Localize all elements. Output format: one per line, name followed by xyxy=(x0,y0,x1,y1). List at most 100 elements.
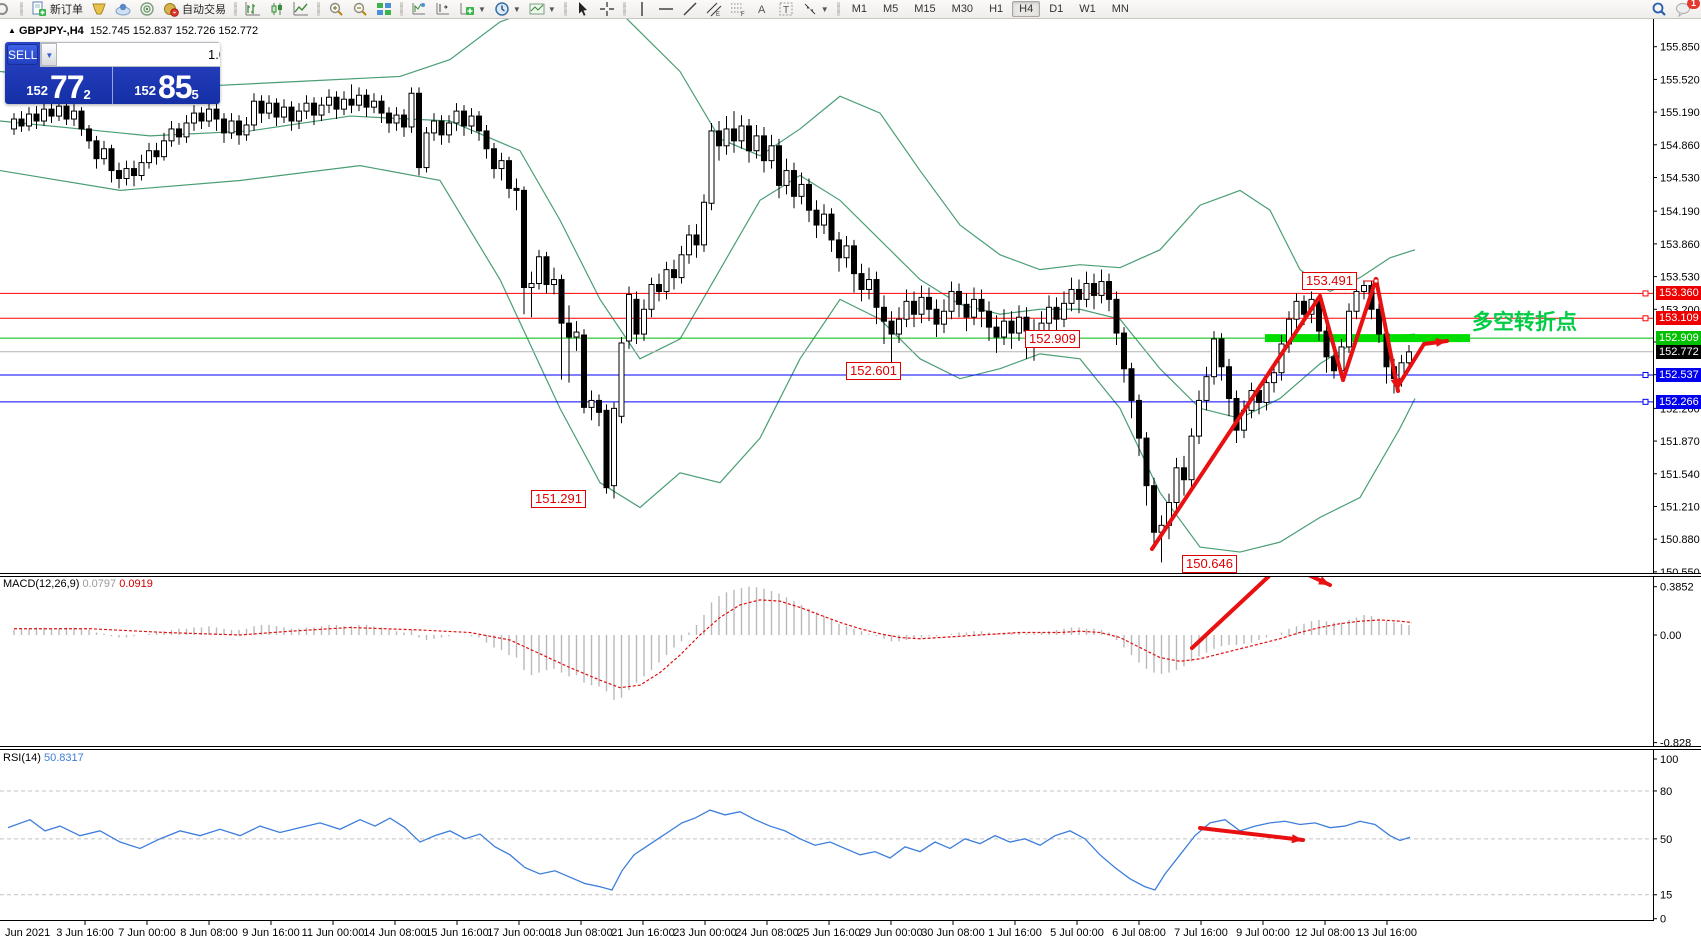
low-value: 152.726 xyxy=(175,25,216,37)
data-window-button[interactable] xyxy=(407,1,431,18)
template-icon xyxy=(529,3,545,15)
green-turning-zone[interactable] xyxy=(1265,334,1470,343)
price-callout-150.646[interactable]: 150.646 xyxy=(1182,555,1237,573)
bollinger-lower xyxy=(0,164,1416,553)
add-indicator-button[interactable]: ▼ xyxy=(455,1,490,18)
direction-up-icon: ▲ xyxy=(8,26,16,35)
timeframe-button-m15[interactable]: M15 xyxy=(914,3,936,15)
auto-trading-button[interactable]: 自动交易 xyxy=(159,1,230,18)
time-label: 30 Jun 08:00 xyxy=(921,927,985,939)
timeframe-button-h1[interactable]: H1 xyxy=(989,3,1004,15)
svg-text:0.00: 0.00 xyxy=(1660,630,1681,642)
time-label: 25 Jun 16:00 xyxy=(797,927,861,939)
timeframe-button-h4[interactable]: H4 xyxy=(1012,1,1041,17)
channel-tool-button[interactable]: E xyxy=(702,1,726,18)
styler-button[interactable] xyxy=(87,1,111,18)
search-button[interactable] xyxy=(1647,1,1671,18)
time-label: 13 Jul 16:00 xyxy=(1357,927,1417,939)
time-label: 9 Jul 00:00 xyxy=(1236,927,1290,939)
toolbar-separator xyxy=(400,2,403,16)
volume-stepper: ▼ ▲ xyxy=(40,42,220,67)
high-value: 152.837 xyxy=(132,25,173,37)
candle-chart-button[interactable] xyxy=(265,1,289,18)
time-label: 14 Jun 08:00 xyxy=(363,927,427,939)
price-callout-151.291[interactable]: 151.291 xyxy=(531,490,586,508)
timeframe-button-m5[interactable]: M5 xyxy=(882,3,899,15)
toolbar-separator xyxy=(317,2,320,16)
svg-text:15: 15 xyxy=(1660,890,1672,902)
fibonacci-tool-button[interactable]: F xyxy=(726,1,750,18)
sell-button[interactable]: SELL xyxy=(7,44,39,65)
svg-text:150.880: 150.880 xyxy=(1660,534,1700,546)
timeframe-button-d1[interactable]: D1 xyxy=(1049,3,1064,15)
price-axis-badge-153.109: 153.109 xyxy=(1656,311,1701,326)
chart-shift-button[interactable] xyxy=(431,1,455,18)
zoom-out-button[interactable] xyxy=(348,1,372,18)
price-axis-badge-152.266: 152.266 xyxy=(1656,394,1701,409)
bar-chart-button[interactable] xyxy=(241,1,265,18)
template-button[interactable]: ▼ xyxy=(525,1,560,18)
main-pane xyxy=(0,19,1653,563)
rsi-pane xyxy=(0,790,1653,896)
sell-price-sup: 2 xyxy=(83,87,91,102)
crosshair-tool-button[interactable] xyxy=(595,1,619,18)
bollinger-upper xyxy=(0,19,1416,293)
svg-text:155.850: 155.850 xyxy=(1660,42,1700,54)
volume-input[interactable] xyxy=(57,43,220,66)
macd-pane xyxy=(13,563,1413,701)
svg-text:155.520: 155.520 xyxy=(1660,74,1700,86)
line-chart-button[interactable] xyxy=(289,1,313,18)
timeframe-button-m1[interactable]: M1 xyxy=(851,3,867,15)
text-tool-button[interactable]: A xyxy=(750,1,774,18)
signals-button[interactable] xyxy=(135,1,159,18)
partial-magnifier-icon[interactable] xyxy=(0,1,16,17)
sell-price[interactable]: 152 77 2 xyxy=(5,67,113,104)
fibonacci-icon: F xyxy=(730,3,745,17)
svg-text:151.540: 151.540 xyxy=(1660,469,1700,481)
price-callout-152.601[interactable]: 152.601 xyxy=(846,362,901,380)
pane-divider[interactable] xyxy=(0,746,1701,750)
notifications-button[interactable]: 1 xyxy=(1671,0,1700,18)
timeframe-button-mn[interactable]: MN xyxy=(1111,3,1129,15)
pane-divider[interactable] xyxy=(0,573,1701,577)
arrows-tool-button[interactable]: ▼ xyxy=(798,1,833,18)
timeframe-button-w1[interactable]: W1 xyxy=(1079,3,1096,15)
zoom-out-icon xyxy=(353,2,367,16)
time-label: 12 Jul 08:00 xyxy=(1295,927,1355,939)
hline-handle xyxy=(1642,398,1649,405)
data-window-icon xyxy=(412,3,425,15)
volume-decrease-button[interactable]: ▼ xyxy=(41,43,58,66)
time-label: 15 Jun 16:00 xyxy=(425,927,489,939)
zoom-in-button[interactable] xyxy=(324,1,348,18)
text-icon: A xyxy=(758,4,766,16)
trendline-tool-button[interactable] xyxy=(678,1,702,18)
buy-price-big: 85 xyxy=(157,69,193,104)
price-axis-badge-153.360: 153.360 xyxy=(1656,286,1701,301)
community-button[interactable] xyxy=(111,1,135,18)
time-label: 11 Jun 00:00 xyxy=(302,927,365,939)
price-callout-152.909[interactable]: 152.909 xyxy=(1025,330,1080,348)
timeframe-button-m30[interactable]: M30 xyxy=(951,3,974,15)
turning-point-annotation[interactable]: 多空转折点 xyxy=(1472,311,1577,334)
buy-price[interactable]: 152 85 5 xyxy=(113,67,220,104)
cursor-tool-button[interactable] xyxy=(571,1,595,18)
chart-shift-icon xyxy=(436,3,449,15)
notification-badge: 1 xyxy=(1686,0,1700,9)
rsi-red-arrow[interactable] xyxy=(1198,826,1305,842)
hline-tool-button[interactable] xyxy=(654,1,678,18)
vline-tool-button[interactable] xyxy=(630,1,654,18)
new-order-button[interactable]: 新订单 xyxy=(27,1,87,18)
period-button[interactable]: ▼ xyxy=(490,1,525,18)
funnel-icon xyxy=(92,3,106,15)
price-callout-153.491[interactable]: 153.491 xyxy=(1302,272,1357,290)
svg-text:0: 0 xyxy=(1660,914,1666,926)
add-indicator-icon xyxy=(460,3,474,15)
auto-trading-label: 自动交易 xyxy=(182,4,226,16)
label-tool-button[interactable]: T xyxy=(774,1,798,18)
tile-windows-button[interactable] xyxy=(372,1,396,18)
red-zigzag-annotation[interactable] xyxy=(1150,277,1449,551)
macd-red-arrow[interactable] xyxy=(1190,563,1283,650)
crosshair-icon xyxy=(599,2,614,16)
clock-icon xyxy=(495,2,509,16)
